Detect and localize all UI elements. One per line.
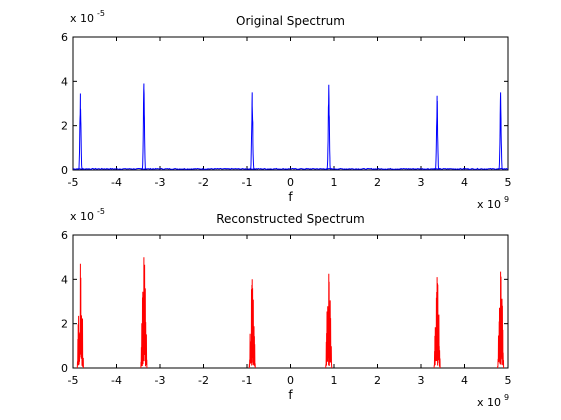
x-tick-label: 5 (505, 374, 512, 387)
spectrum-peak (248, 279, 256, 368)
chart-title: Reconstructed Spectrum (216, 212, 365, 226)
x-axis-label: f (288, 388, 293, 402)
x-axis-exponent: 9 (504, 393, 509, 402)
x-tick-label: 2 (374, 374, 381, 387)
x-tick-label: -4 (111, 176, 122, 189)
x-axis-label: f (288, 190, 293, 204)
y-axis-multiplier: x 10 (70, 12, 94, 25)
x-axis-multiplier: x 10 (477, 396, 501, 409)
x-tick-label: -4 (111, 374, 122, 387)
y-tick-label: 6 (61, 229, 68, 242)
spectrum-peak (140, 257, 148, 368)
x-axis-multiplier: x 10 (477, 198, 501, 211)
x-tick-label: 1 (331, 374, 338, 387)
x-tick-label: 0 (287, 374, 294, 387)
y-tick-label: 4 (61, 273, 68, 286)
spectrum-peak (249, 92, 256, 170)
spectrum-peak (140, 83, 147, 170)
spectrum-peak (325, 273, 333, 368)
x-tick-label: 3 (418, 176, 425, 189)
x-tick-label: 4 (461, 374, 468, 387)
chart-panel-2: Reconstructed Spectrum -5 -4 -3 -2 -1 0 1 2 3 4 5 0 2… (61, 207, 512, 409)
plot-area (72, 36, 509, 171)
spectrum-peak (497, 271, 505, 368)
x-tick-label: -3 (155, 374, 166, 387)
x-tick-label: 2 (374, 176, 381, 189)
x-tick-label: 4 (461, 176, 468, 189)
y-axis-exponent: -5 (97, 9, 105, 18)
x-tick-label: -2 (198, 374, 209, 387)
spectrum-peak (434, 95, 441, 170)
y-tick-label: 6 (61, 31, 68, 44)
x-tick-label: -1 (242, 176, 253, 189)
spectrum-peak (76, 263, 84, 368)
y-tick-label: 2 (61, 120, 68, 133)
chart-panel-1: Original Spectrum -5 -4 -3 -2 -1 0 1 2 3 4 5 0 2 4 6 f x … (61, 9, 512, 211)
x-tick-label: -2 (198, 176, 209, 189)
spectrum-peak (77, 93, 84, 170)
y-tick-label: 4 (61, 75, 68, 88)
x-tick-label: 0 (287, 176, 294, 189)
x-tick-label: -5 (68, 176, 79, 189)
y-tick-label: 0 (61, 164, 68, 177)
series-group (76, 257, 505, 368)
x-axis-exponent: 9 (504, 195, 509, 204)
y-axis-exponent: -5 (97, 207, 105, 216)
spectrum-peak (325, 84, 332, 170)
x-tick-label: -3 (155, 176, 166, 189)
chart-title: Original Spectrum (236, 14, 345, 28)
x-tick-label: 1 (331, 176, 338, 189)
y-tick-label: 0 (61, 362, 68, 375)
x-tick-label: 5 (505, 176, 512, 189)
spectrum-peak (497, 92, 504, 170)
plot-area (72, 234, 509, 369)
series-group (73, 83, 508, 170)
x-tick-label: -1 (242, 374, 253, 387)
y-tick-label: 2 (61, 318, 68, 331)
spectrum-peak (433, 277, 441, 368)
y-axis-multiplier: x 10 (70, 210, 94, 223)
x-tick-label: -5 (68, 374, 79, 387)
x-tick-label: 3 (418, 374, 425, 387)
